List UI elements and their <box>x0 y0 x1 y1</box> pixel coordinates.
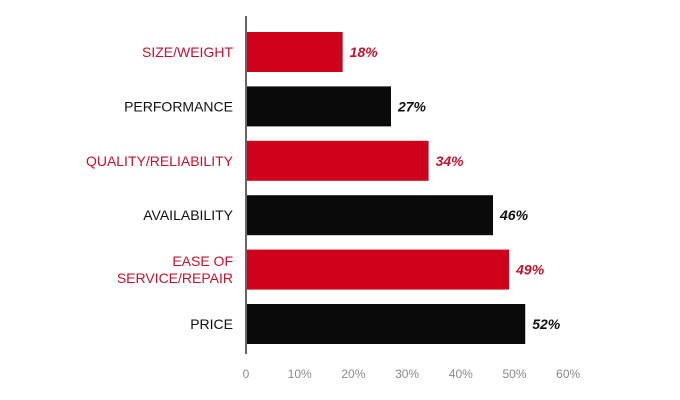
value-label-2: 34% <box>436 153 465 169</box>
x-tick-label-2: 20% <box>341 367 365 381</box>
value-label-3: 46% <box>499 207 529 223</box>
category-label-1: PERFORMANCE <box>124 98 233 114</box>
category-label-2: QUALITY/RELIABILITY <box>86 153 234 169</box>
bar-3 <box>247 195 494 236</box>
x-tick-label-0: 0 <box>243 367 250 381</box>
value-label-0: 18% <box>350 44 379 60</box>
bar-4 <box>247 249 510 290</box>
bar-1 <box>247 86 391 127</box>
category-label-3: AVAILABILITY <box>143 207 233 223</box>
value-label-4: 49% <box>515 262 545 278</box>
x-tick-label-5: 50% <box>502 367 526 381</box>
x-tick-label-3: 30% <box>395 367 419 381</box>
x-tick-label-6: 60% <box>556 367 580 381</box>
bar-0 <box>247 32 343 72</box>
value-label-1: 27% <box>397 98 427 114</box>
category-label-4: EASE OF SERVICE/REPAIR <box>117 253 233 286</box>
bar-5 <box>247 304 526 344</box>
value-label-5: 52% <box>532 316 561 332</box>
x-tick-label-4: 40% <box>449 367 473 381</box>
bar-2 <box>247 140 429 181</box>
x-tick-label-1: 10% <box>288 367 312 381</box>
category-label-5: PRICE <box>190 316 233 332</box>
category-label-0: SIZE/WEIGHT <box>142 44 233 60</box>
